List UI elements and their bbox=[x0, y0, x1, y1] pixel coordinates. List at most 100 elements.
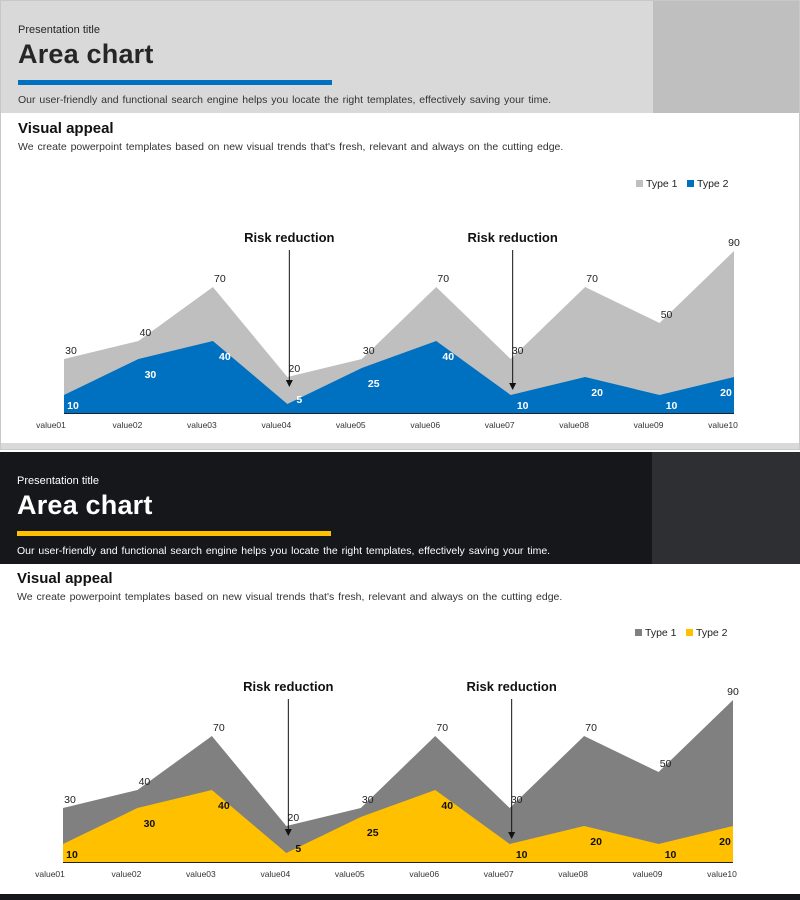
x-tick-label: value05 bbox=[335, 869, 365, 879]
x-tick-label: value01 bbox=[36, 420, 66, 430]
legend-label-type-1: Type 1 bbox=[646, 178, 678, 190]
x-tick-label: value10 bbox=[707, 869, 737, 879]
data-label-type-1: 20 bbox=[288, 363, 300, 375]
area-chart: 30 40 70 20 30 70 30 70 50 90 10 30 40 5 25 40 10 20 10 20 v… bbox=[36, 178, 740, 430]
x-tick-label: value08 bbox=[559, 420, 589, 430]
data-label-type-2: 5 bbox=[296, 394, 302, 406]
data-label-type-2: 10 bbox=[516, 849, 528, 861]
legend-label-type-2: Type 2 bbox=[696, 627, 728, 639]
x-tick-label: value06 bbox=[409, 869, 439, 879]
data-label-type-2: 20 bbox=[590, 836, 602, 848]
area-type-2 bbox=[64, 341, 734, 413]
header: Presentation title Area chart Our user-f… bbox=[1, 1, 799, 113]
x-tick-label: value03 bbox=[186, 869, 216, 879]
section-title: Visual appeal bbox=[18, 120, 114, 137]
bottom-strip bbox=[0, 894, 800, 900]
data-label-type-1: 20 bbox=[287, 812, 299, 824]
slide-1: Presentation title Area chart Our user-f… bbox=[0, 0, 800, 450]
area-chart: 30 40 70 20 30 70 30 70 50 90 10 30 40 5 25 40 10 20 10 20 v… bbox=[35, 627, 739, 879]
legend-label-type-1: Type 1 bbox=[645, 627, 677, 639]
legend-swatch-type-2 bbox=[687, 180, 694, 187]
data-label-type-1: 30 bbox=[64, 794, 76, 806]
slide-2: Presentation title Area chart Our user-f… bbox=[0, 450, 800, 900]
x-tick-label: value05 bbox=[336, 420, 366, 430]
data-label-type-2: 10 bbox=[666, 400, 678, 412]
data-label-type-1: 70 bbox=[437, 273, 449, 285]
annotation-label: Risk reduction bbox=[244, 230, 334, 245]
presentation-title: Presentation title bbox=[18, 24, 100, 36]
section-title: Visual appeal bbox=[17, 570, 113, 587]
x-tick-label: value09 bbox=[633, 869, 663, 879]
annotation-label: Risk reduction bbox=[468, 230, 558, 245]
data-label-type-2: 30 bbox=[145, 369, 157, 381]
header-description: Our user-friendly and functional search … bbox=[18, 94, 552, 106]
data-label-type-1: 70 bbox=[586, 273, 598, 285]
page-title: Area chart bbox=[18, 39, 154, 69]
data-label-type-2: 10 bbox=[665, 849, 677, 861]
annotation-arrowhead bbox=[285, 380, 293, 387]
data-label-type-1: 30 bbox=[512, 345, 524, 357]
data-label-type-2: 10 bbox=[67, 400, 79, 412]
x-tick-label: value09 bbox=[634, 420, 664, 430]
data-label-type-1: 90 bbox=[728, 237, 740, 249]
data-label-type-1: 50 bbox=[660, 758, 672, 770]
data-label-type-2: 30 bbox=[144, 818, 156, 830]
data-label-type-2: 40 bbox=[441, 800, 453, 812]
data-label-type-2: 10 bbox=[66, 849, 78, 861]
title-underline bbox=[18, 80, 332, 85]
data-label-type-2: 5 bbox=[295, 843, 301, 855]
annotation-label: Risk reduction bbox=[243, 679, 333, 694]
data-label-type-1: 40 bbox=[140, 327, 152, 339]
legend-swatch-type-1 bbox=[635, 629, 642, 636]
data-label-type-2: 25 bbox=[367, 827, 379, 839]
x-tick-label: value04 bbox=[260, 869, 290, 879]
data-label-type-1: 50 bbox=[661, 309, 673, 321]
x-tick-label: value10 bbox=[708, 420, 738, 430]
data-label-type-1: 90 bbox=[727, 686, 739, 698]
data-label-type-1: 70 bbox=[214, 273, 226, 285]
data-label-type-2: 10 bbox=[517, 400, 529, 412]
presentation-title: Presentation title bbox=[17, 475, 99, 487]
x-tick-label: value01 bbox=[35, 869, 65, 879]
x-tick-label: value07 bbox=[484, 869, 514, 879]
data-label-type-2: 20 bbox=[591, 387, 603, 399]
data-label-type-1: 70 bbox=[213, 722, 225, 734]
annotation-arrowhead bbox=[284, 829, 292, 836]
section-description: We create powerpoint templates based on … bbox=[17, 591, 563, 603]
header-description: Our user-friendly and functional search … bbox=[17, 545, 551, 557]
area-type-2 bbox=[63, 790, 733, 862]
header-side-block bbox=[652, 452, 800, 564]
title-underline bbox=[17, 531, 331, 536]
data-label-type-1: 30 bbox=[362, 794, 374, 806]
header: Presentation title Area chart Our user-f… bbox=[0, 452, 800, 564]
data-label-type-2: 40 bbox=[219, 351, 231, 363]
x-tick-label: value03 bbox=[187, 420, 217, 430]
data-label-type-2: 20 bbox=[719, 836, 731, 848]
data-label-type-1: 40 bbox=[139, 776, 151, 788]
data-label-type-1: 70 bbox=[585, 722, 597, 734]
data-label-type-2: 40 bbox=[218, 800, 230, 812]
data-label-type-1: 30 bbox=[65, 345, 77, 357]
data-label-type-1: 30 bbox=[363, 345, 375, 357]
x-tick-label: value06 bbox=[410, 420, 440, 430]
data-label-type-2: 20 bbox=[720, 387, 732, 399]
annotation-arrowhead bbox=[509, 383, 517, 390]
x-tick-label: value02 bbox=[112, 869, 142, 879]
annotation-arrowhead bbox=[508, 832, 516, 839]
data-label-type-1: 30 bbox=[511, 794, 523, 806]
x-tick-label: value02 bbox=[113, 420, 143, 430]
legend-swatch-type-2 bbox=[686, 629, 693, 636]
data-label-type-2: 25 bbox=[368, 378, 380, 390]
data-label-type-1: 70 bbox=[436, 722, 448, 734]
x-tick-label: value04 bbox=[261, 420, 291, 430]
header-side-block bbox=[653, 1, 799, 113]
bottom-strip bbox=[1, 443, 799, 449]
section-description: We create powerpoint templates based on … bbox=[18, 141, 564, 153]
legend-label-type-2: Type 2 bbox=[697, 178, 729, 190]
page-title: Area chart bbox=[17, 490, 153, 520]
legend-swatch-type-1 bbox=[636, 180, 643, 187]
data-label-type-2: 40 bbox=[442, 351, 454, 363]
x-tick-label: value07 bbox=[485, 420, 515, 430]
annotation-label: Risk reduction bbox=[467, 679, 557, 694]
x-tick-label: value08 bbox=[558, 869, 588, 879]
